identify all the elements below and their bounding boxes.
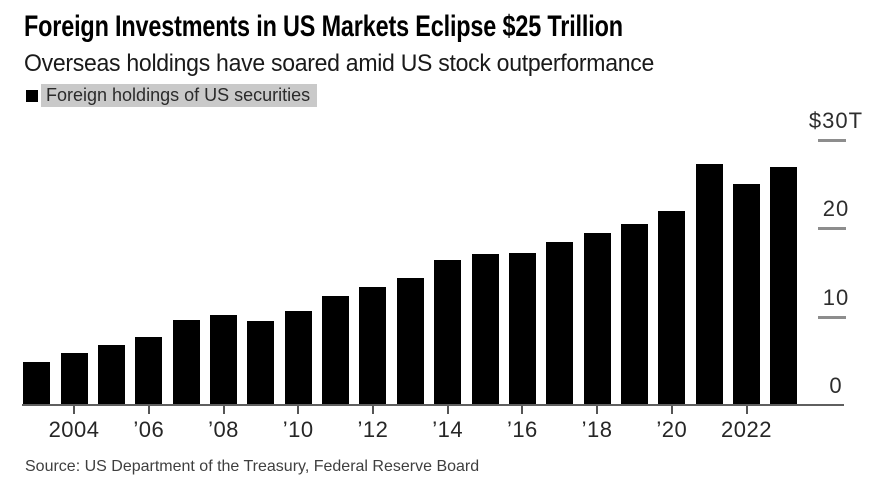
x-axis-tick-2018 bbox=[596, 406, 599, 414]
bar-2009 bbox=[247, 321, 275, 406]
source-note: Source: US Department of the Treasury, F… bbox=[25, 458, 480, 475]
bar-2015 bbox=[471, 253, 499, 406]
bar-2019 bbox=[620, 223, 648, 406]
bar-2022 bbox=[733, 183, 761, 406]
x-axis-label-2022: 2022 bbox=[721, 417, 772, 442]
x-axis-label-2016: ’16 bbox=[506, 417, 538, 442]
x-axis-tick-2020 bbox=[670, 406, 673, 414]
y-axis-tick-30 bbox=[818, 138, 846, 142]
bar-2021 bbox=[695, 164, 723, 406]
bar-2016 bbox=[508, 252, 536, 406]
x-axis-tick-2016 bbox=[521, 406, 524, 414]
y-axis-tick-20 bbox=[818, 227, 846, 230]
y-axis-label-30: $30T bbox=[808, 107, 864, 133]
bar-2020 bbox=[658, 211, 686, 406]
x-axis-label-2006: ’06 bbox=[133, 417, 165, 442]
x-axis-tick-2012 bbox=[371, 406, 374, 414]
bar-2005 bbox=[97, 344, 125, 406]
x-axis-label-2012: ’12 bbox=[357, 417, 389, 442]
y-axis-label-0: 0 bbox=[829, 373, 843, 398]
x-axis-line bbox=[22, 404, 844, 406]
x-axis-label-2010: ’10 bbox=[282, 417, 314, 442]
bar-2011 bbox=[322, 296, 350, 406]
bar-2010 bbox=[284, 311, 312, 406]
x-axis-label-2020: ’20 bbox=[656, 417, 688, 442]
legend: Foreign holdings of US securities bbox=[26, 84, 318, 107]
bar-2008 bbox=[210, 314, 237, 406]
x-axis-label-2018: ’18 bbox=[581, 417, 613, 442]
bar-2013 bbox=[396, 277, 424, 406]
bar-2003 bbox=[23, 361, 51, 406]
bar-2004 bbox=[60, 352, 88, 406]
x-axis-label-2014: ’14 bbox=[432, 417, 464, 442]
chart-title: Foreign Investments in US Markets Eclips… bbox=[24, 10, 623, 43]
bar-2014 bbox=[434, 259, 462, 406]
legend-swatch-icon bbox=[26, 89, 38, 102]
y-axis-tick-10 bbox=[818, 315, 846, 319]
y-axis-label-10: 10 bbox=[822, 284, 850, 310]
x-axis-tick-2008 bbox=[222, 406, 225, 414]
x-axis-tick-2006 bbox=[147, 406, 150, 414]
bar-2007 bbox=[172, 320, 200, 406]
bar-2017 bbox=[546, 242, 574, 406]
y-axis-label-20: 20 bbox=[822, 196, 850, 221]
x-axis-tick-2004 bbox=[73, 406, 76, 414]
chart-subtitle: Overseas holdings have soared amid US st… bbox=[24, 50, 655, 77]
x-axis-label-2008: ’08 bbox=[208, 417, 239, 442]
x-axis-tick-2022 bbox=[745, 406, 748, 414]
x-axis-label-2004: 2004 bbox=[48, 417, 100, 442]
x-axis-tick-2010 bbox=[297, 406, 300, 414]
bar-2006 bbox=[135, 336, 163, 406]
bar-2023 bbox=[770, 167, 798, 406]
bar-2018 bbox=[583, 233, 611, 406]
legend-label: Foreign holdings of US securities bbox=[41, 84, 318, 107]
bar-2012 bbox=[359, 287, 387, 406]
x-axis-tick-2014 bbox=[446, 406, 449, 414]
